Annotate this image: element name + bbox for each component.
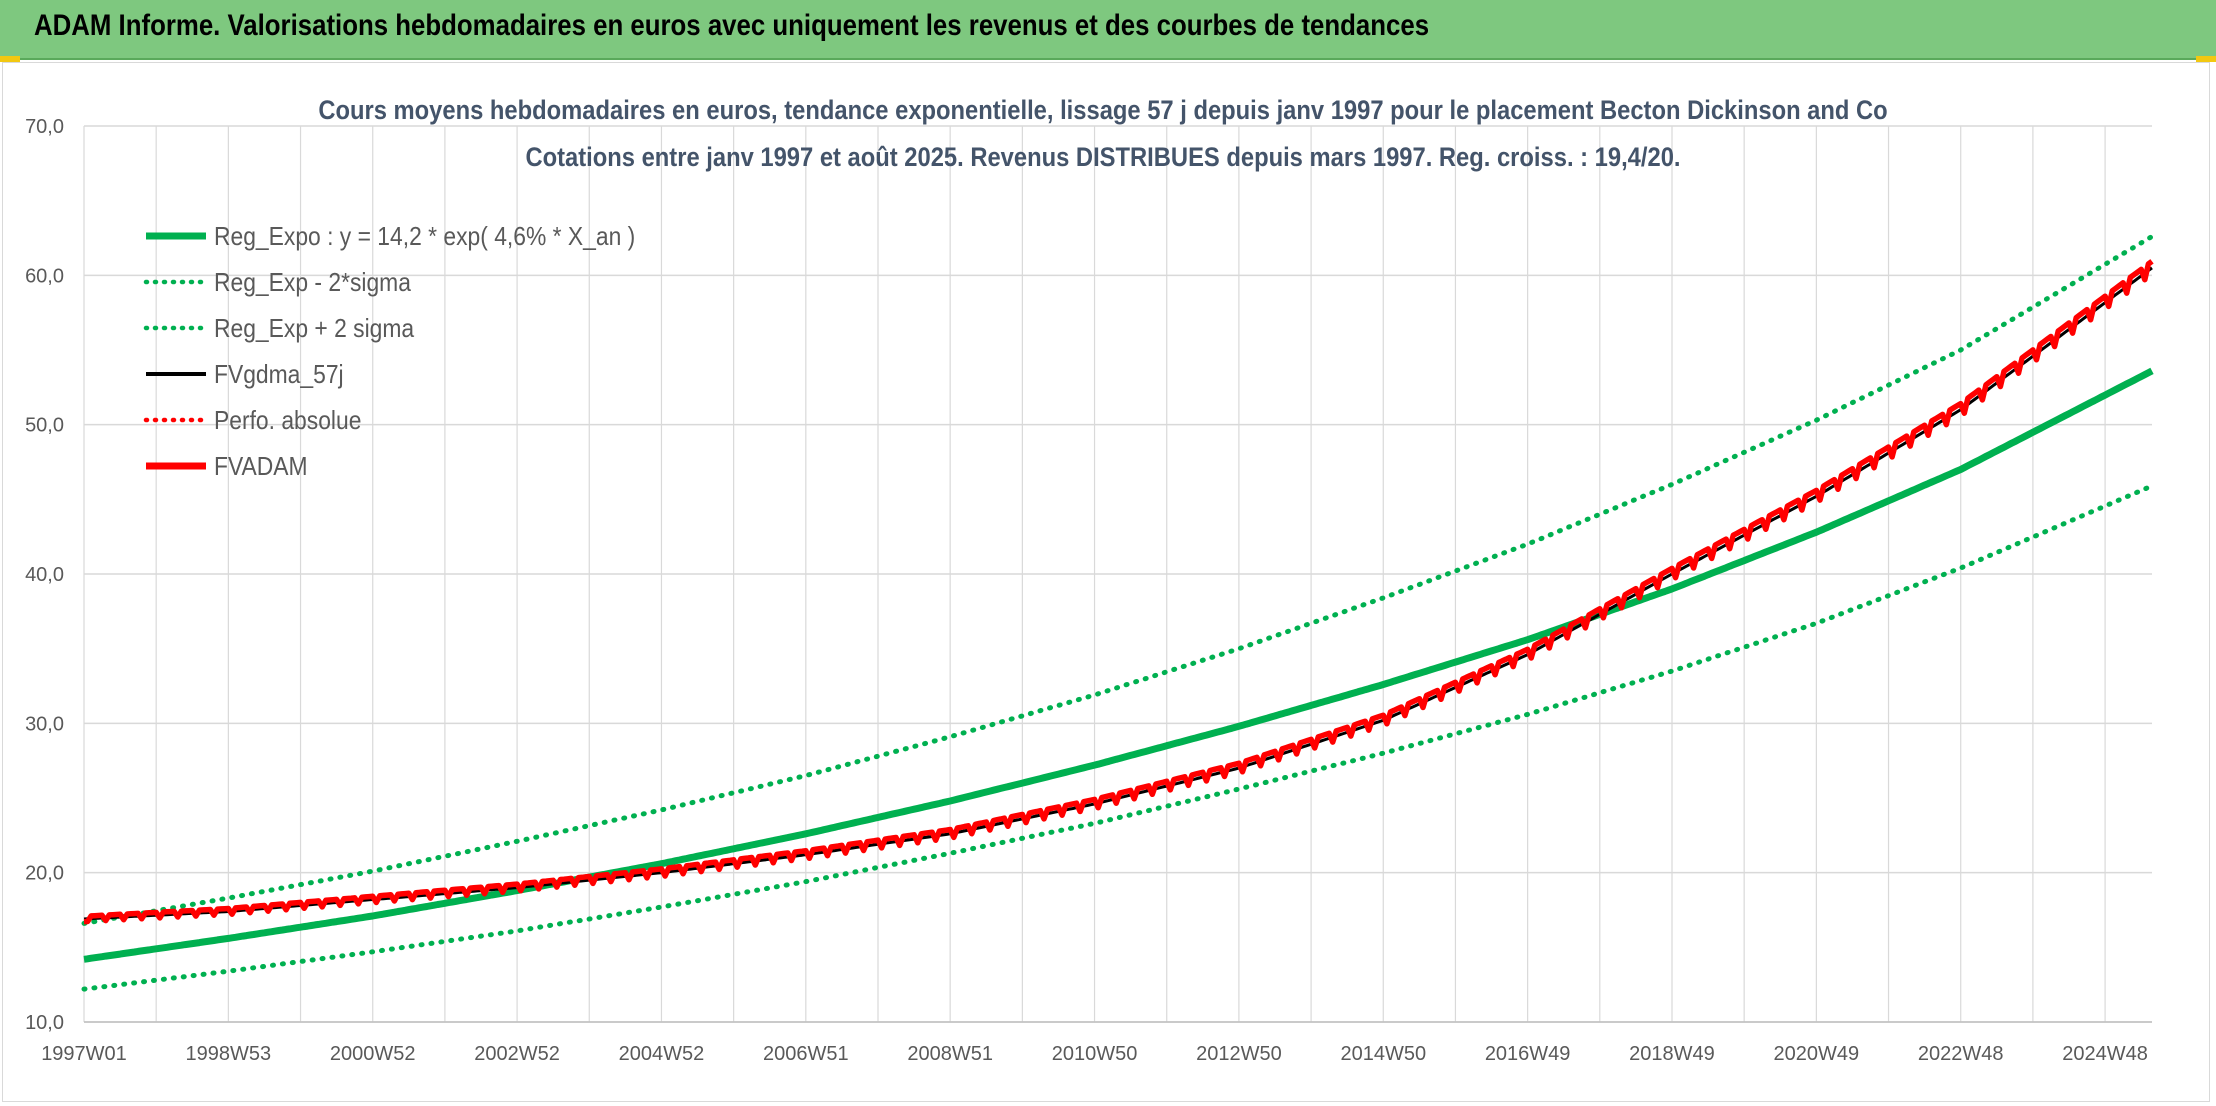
report-title: ADAM Informe. Valorisations hebdomadaire…	[34, 9, 1430, 42]
series-line-0	[83, 367, 2154, 963]
x-tick-label: 2002W52	[474, 1043, 560, 1065]
x-tick-label: 2006W51	[763, 1043, 849, 1065]
x-tick-label: 1997W01	[41, 1043, 127, 1065]
legend-label-1: Reg_Exp - 2*sigma	[214, 269, 411, 298]
x-tick-label: 2000W52	[330, 1043, 416, 1065]
y-tick-label: 10,0	[25, 1012, 64, 1034]
report-header: ADAM Informe. Valorisations hebdomadaire…	[0, 0, 2216, 60]
y-tick-label: 50,0	[25, 415, 64, 437]
grid-layer	[83, 125, 2152, 1023]
chart-legend: Reg_Expo : y = 14,2 * exp( 4,6% * X_an )…	[143, 223, 635, 482]
series-layer	[81, 234, 2155, 992]
x-tick-label: 2014W50	[1340, 1043, 1426, 1065]
x-tick-label: 2020W49	[1774, 1043, 1860, 1065]
legend-label-2: Reg_Exp + 2 sigma	[214, 315, 415, 344]
chart-frame	[2, 62, 2210, 1102]
x-tick-label: 2016W49	[1485, 1043, 1571, 1065]
x-tick-label: 2010W50	[1052, 1043, 1138, 1065]
y-tick-label: 60,0	[25, 265, 64, 287]
y-tick-label: 70,0	[25, 116, 64, 138]
x-tick-label: 2022W48	[1918, 1043, 2004, 1065]
legend-label-0: Reg_Expo : y = 14,2 * exp( 4,6% * X_an )	[214, 223, 635, 252]
corner-marker-left	[0, 56, 20, 62]
series-line-3	[83, 266, 2153, 921]
y-tick-label: 30,0	[25, 713, 64, 735]
chart-title-line1: Cours moyens hebdomadaires en euros, ten…	[318, 96, 1887, 126]
x-tick-label: 2008W51	[907, 1043, 993, 1065]
x-tick-label: 2018W49	[1629, 1043, 1715, 1065]
legend-label-3: FVgdma_57j	[214, 361, 344, 390]
legend-label-4: Perfo. absolue	[214, 407, 361, 436]
x-tick-label: 1998W53	[186, 1043, 272, 1065]
axis-labels: 70,0 60,0 50,0 40,0 30,0 20,0 10,0 1997W01 1998W…	[25, 116, 2148, 1065]
legend-label-5: FVADAM	[214, 453, 308, 482]
corner-marker-right	[2196, 56, 2216, 62]
series-line-2	[81, 234, 2155, 926]
series-line-1	[81, 483, 2155, 992]
x-tick-label: 2012W50	[1196, 1043, 1282, 1065]
y-tick-label: 20,0	[25, 863, 64, 885]
series-line-4	[83, 259, 2154, 925]
x-tick-label: 2024W48	[2062, 1043, 2148, 1065]
x-tick-label: 2004W52	[619, 1043, 705, 1065]
y-tick-label: 40,0	[25, 564, 64, 586]
chart-title-line2: Cotations entre janv 1997 et août 2025. …	[525, 143, 1680, 173]
